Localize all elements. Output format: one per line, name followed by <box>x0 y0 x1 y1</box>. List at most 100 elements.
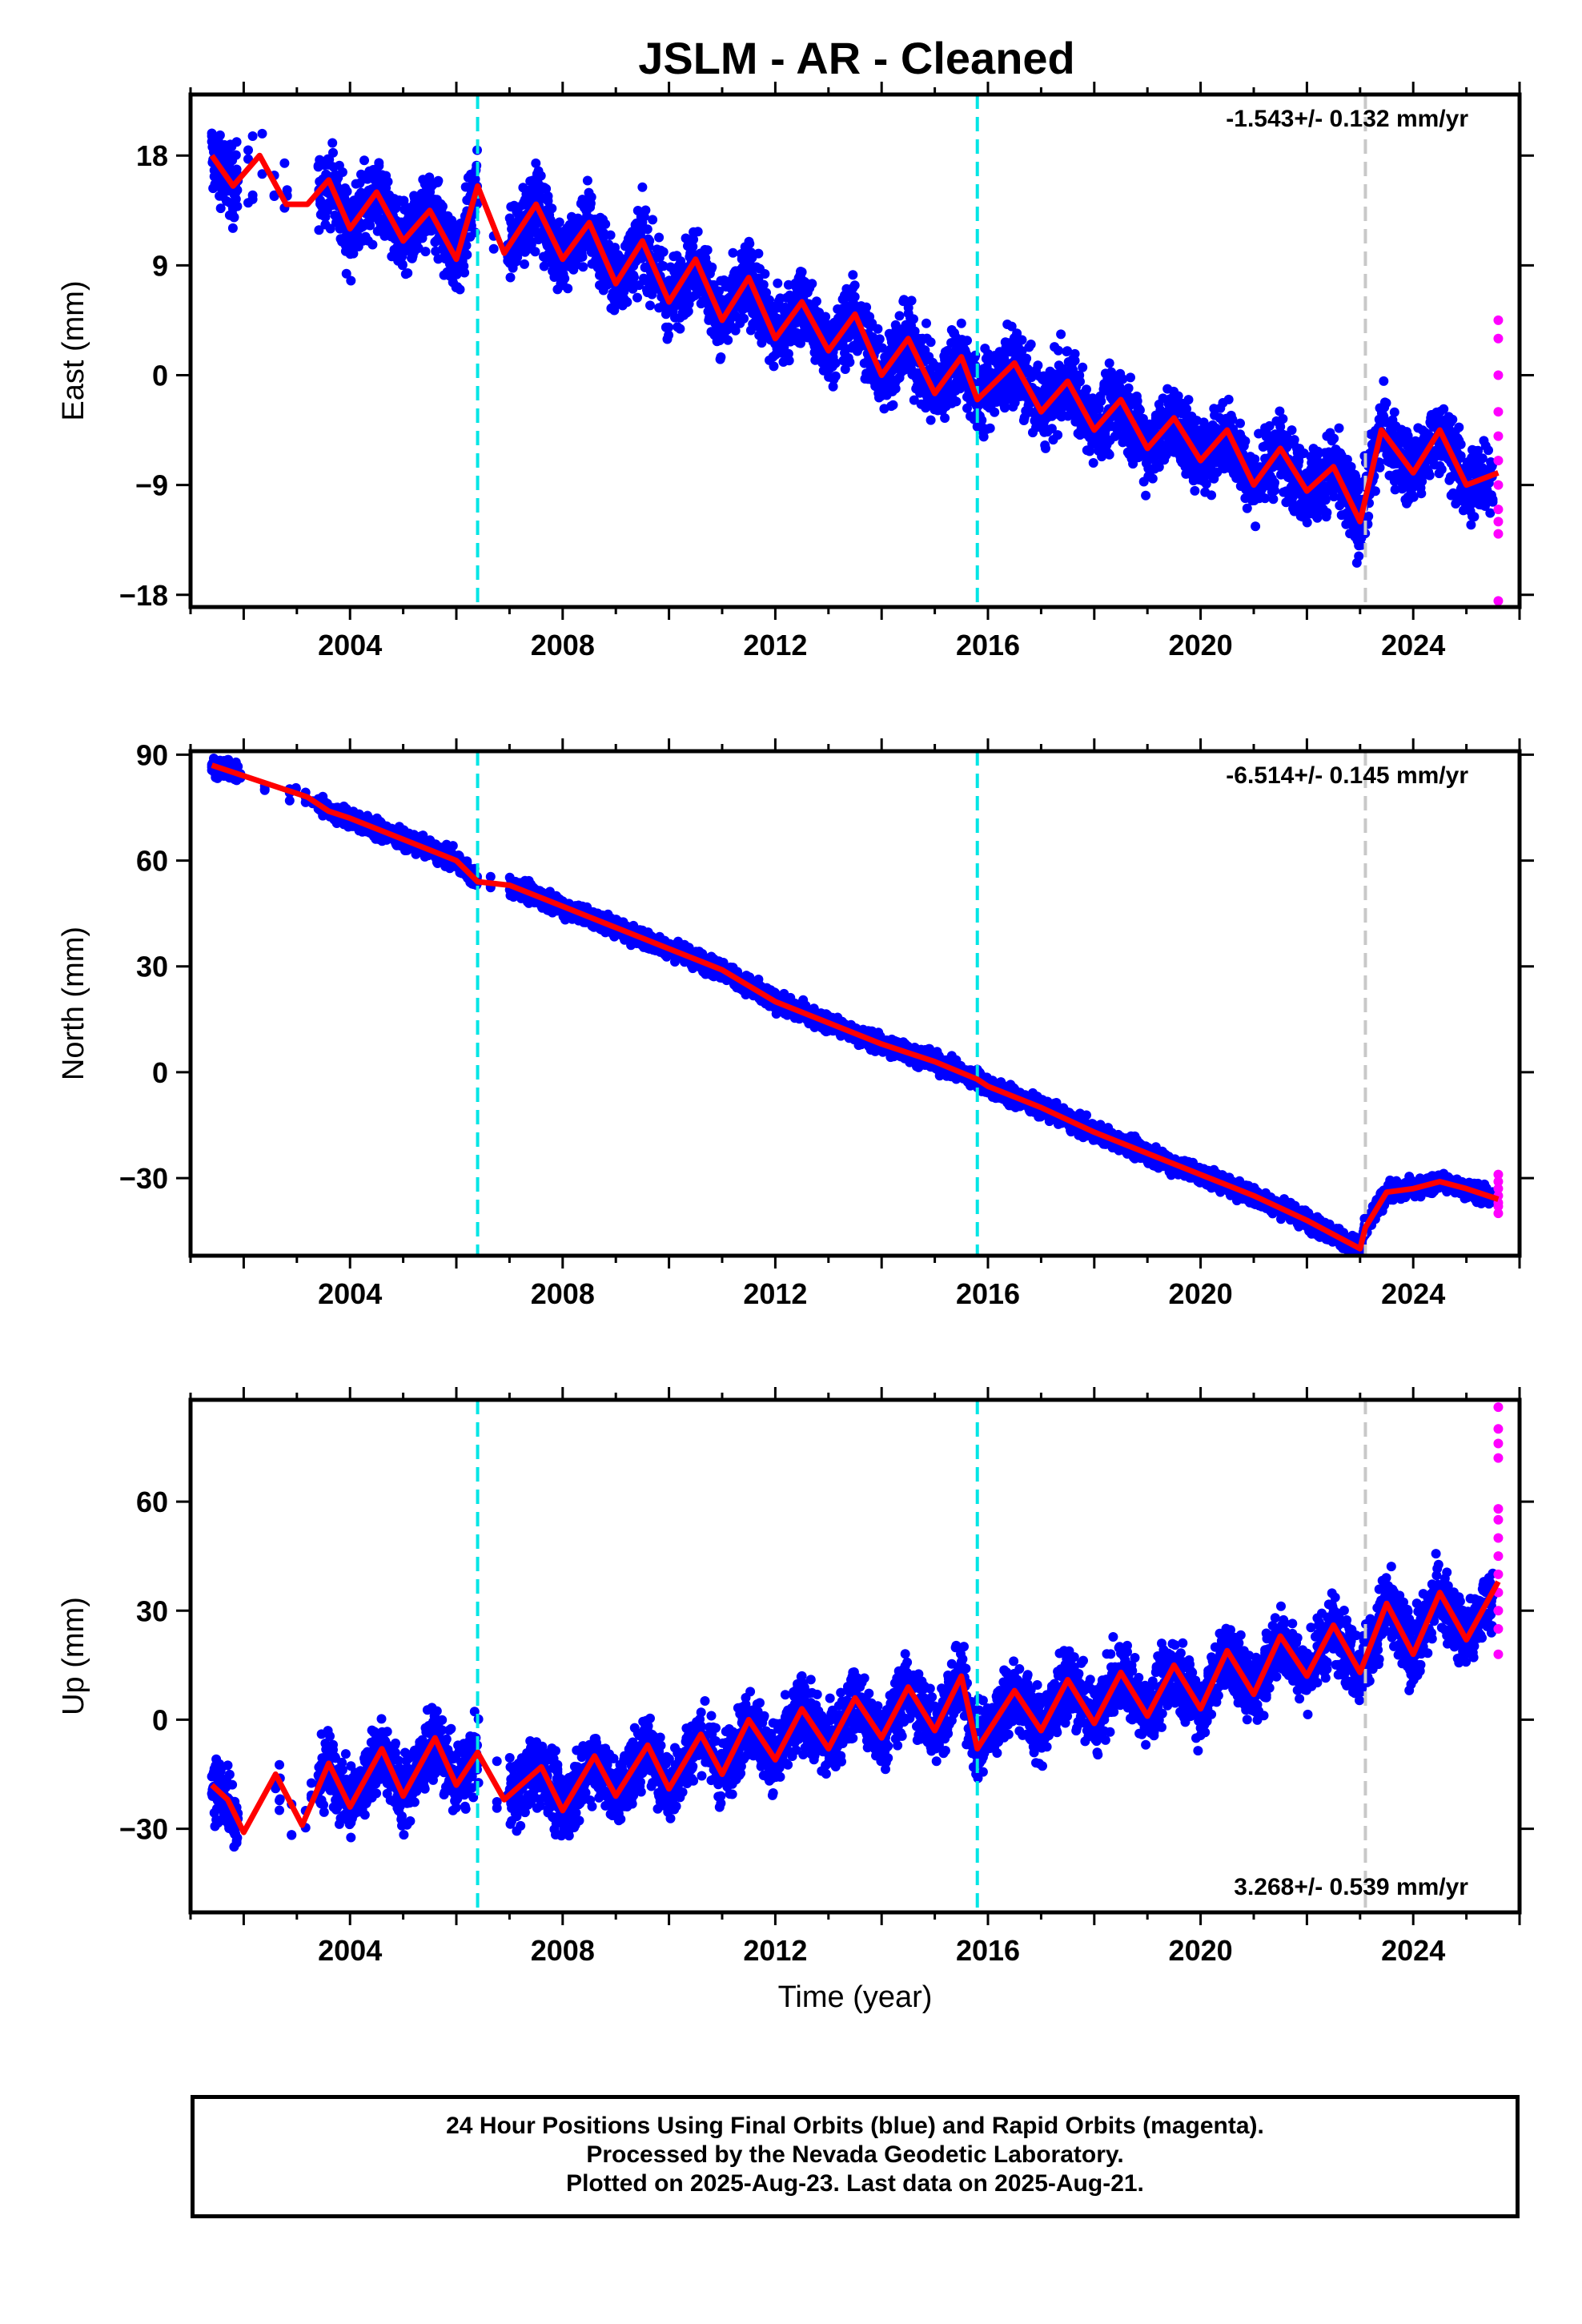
east-final-point <box>1363 511 1374 521</box>
east-final-point <box>811 296 821 307</box>
east-final-point <box>1085 446 1094 456</box>
east-final-point <box>962 336 972 346</box>
east-final-point <box>243 154 253 164</box>
east-final-point <box>247 194 258 204</box>
east-final-point <box>215 203 226 214</box>
east-x-tick-label: 2012 <box>743 629 807 661</box>
east-final-point <box>1302 517 1312 528</box>
east-final-point <box>1096 396 1106 406</box>
east-final-point <box>1041 443 1050 453</box>
east-final-point <box>420 247 431 257</box>
east-final-point <box>730 325 741 336</box>
east-final-point <box>348 248 359 259</box>
east-final-point <box>1082 384 1091 395</box>
east-final-point <box>1466 520 1476 530</box>
east-x-tick-label: 2024 <box>1381 629 1445 661</box>
east-final-point <box>728 247 738 258</box>
east-final-point <box>830 371 841 381</box>
east-final-point <box>985 423 995 433</box>
east-final-point <box>232 201 243 211</box>
east-final-point <box>1251 521 1261 532</box>
east-final-point <box>1053 345 1063 356</box>
east-final-point <box>1123 383 1134 393</box>
east-final-point <box>536 171 546 181</box>
east-final-point <box>644 235 655 246</box>
east-final-point <box>940 413 950 423</box>
east-final-point <box>433 175 444 186</box>
east-final-point <box>1454 422 1464 432</box>
east-final-point <box>215 130 225 140</box>
east-final-point <box>325 223 335 234</box>
east-final-point <box>600 219 611 229</box>
east-final-point <box>1484 445 1493 456</box>
east-final-point <box>229 212 239 223</box>
east-final-point <box>586 192 596 203</box>
east-final-orbit-points <box>207 128 1498 568</box>
east-final-point <box>702 245 713 255</box>
east-rate-label: -1.543+/- 0.132 mm/yr <box>1226 106 1468 132</box>
east-final-point <box>577 251 588 262</box>
east-final-point <box>257 169 267 179</box>
east-final-point <box>622 297 632 308</box>
east-final-point <box>849 292 860 302</box>
east-final-point <box>1270 477 1279 488</box>
east-final-point <box>676 256 686 267</box>
east-final-point <box>488 243 499 254</box>
east-final-point <box>658 261 669 271</box>
east-final-point <box>1017 335 1027 345</box>
east-y-tick-label: 9 <box>152 249 168 282</box>
east-final-point <box>1104 449 1114 460</box>
east-final-point <box>539 261 549 271</box>
east-final-point <box>693 227 703 237</box>
east-final-point <box>830 358 841 368</box>
east-final-point <box>1068 365 1078 375</box>
east-final-point <box>845 357 855 368</box>
east-final-point <box>531 158 541 168</box>
east-rapid-point <box>1493 370 1504 380</box>
east-final-point <box>1075 376 1085 387</box>
east-final-point <box>1190 485 1200 496</box>
east-final-point <box>1240 436 1251 446</box>
east-final-point <box>1334 423 1344 433</box>
east-final-point <box>1183 395 1194 405</box>
east-final-point <box>1026 340 1036 349</box>
east-final-point <box>797 267 807 277</box>
east-final-point <box>849 280 860 291</box>
east-final-point <box>1424 470 1435 480</box>
east-final-point <box>1078 362 1088 372</box>
east-final-point <box>1070 356 1080 366</box>
east-final-point <box>648 215 658 225</box>
east-final-point <box>1389 407 1399 417</box>
east-final-point <box>828 381 838 392</box>
east-final-point <box>654 232 665 243</box>
east-final-point <box>247 131 258 141</box>
east-final-point <box>745 239 755 249</box>
east-final-point <box>231 194 241 204</box>
east-final-point <box>1134 405 1145 416</box>
north-final-orbit-points <box>207 754 1498 1256</box>
east-final-point <box>821 312 831 322</box>
east-rapid-point <box>1493 456 1504 466</box>
east-final-point <box>753 248 764 259</box>
east-y-tick-label: 18 <box>136 139 168 172</box>
east-final-point <box>1289 435 1299 445</box>
east-x-tick-label: 2008 <box>531 629 595 661</box>
east-final-point <box>403 268 413 278</box>
east-rapid-point <box>1493 596 1504 606</box>
east-final-point <box>365 220 375 231</box>
east-y-tick-label: −9 <box>135 469 168 502</box>
east-final-point <box>906 296 917 306</box>
east-rapid-point <box>1493 517 1504 527</box>
east-final-point <box>909 326 920 336</box>
east-final-point <box>460 267 470 278</box>
east-final-point <box>543 195 553 206</box>
east-final-point <box>1320 495 1331 505</box>
east-final-point <box>1000 403 1010 413</box>
east-final-point <box>1381 398 1391 408</box>
east-final-point <box>658 247 669 257</box>
east-final-point <box>1062 346 1073 356</box>
east-final-point <box>761 287 771 298</box>
east-final-point <box>739 313 749 324</box>
east-final-point <box>873 324 883 334</box>
east-final-point <box>645 300 655 311</box>
